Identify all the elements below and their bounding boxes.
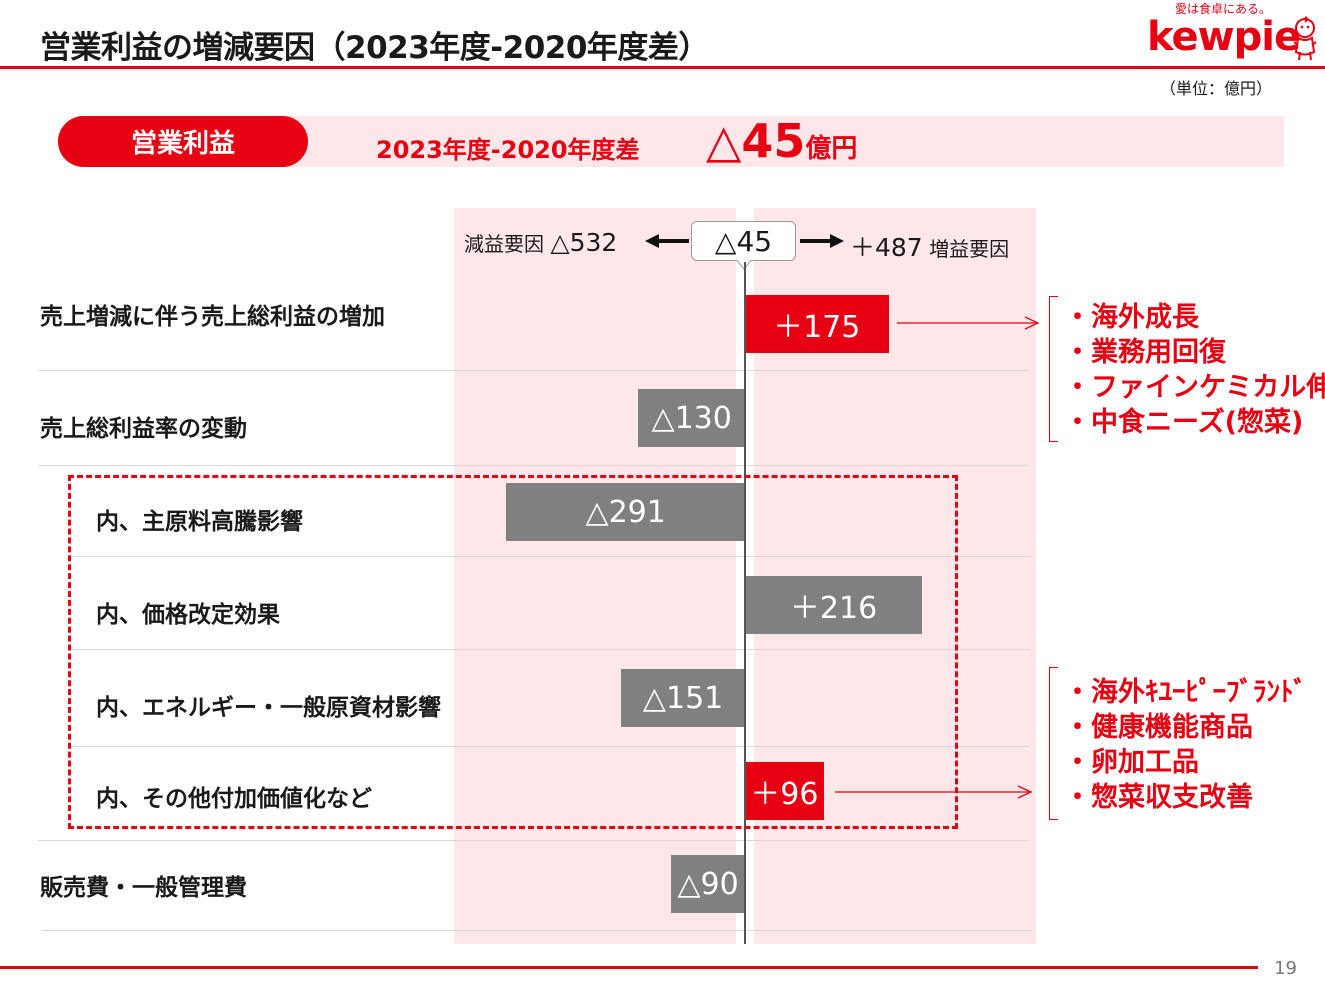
factor-list-bottom: ・海外ｷﾕｰﾋﾟｰﾌﾞﾗﾝﾄﾞ ・健康機能商品 ・卵加工品 ・惣菜収支改善 (1064, 675, 1307, 815)
negative-total-header: 減益要因 △532 (464, 228, 617, 257)
row-label-gross-profit-increase: 売上増減に伴う売上総利益の増加 (40, 304, 385, 330)
page-number: 19 (1274, 958, 1297, 979)
factor-item: ・ファインケミカル伸長 (1064, 372, 1325, 403)
pointer-arrow-bottom (835, 785, 1033, 799)
bar-positive: ＋96 (745, 762, 824, 820)
bar-negative: △90 (671, 855, 745, 913)
kewpie-logo: kewpie (1147, 14, 1301, 60)
arrow-right-icon (800, 234, 844, 248)
factor-item: ・惣菜収支改善 (1064, 782, 1253, 813)
factor-item: ・卵加工品 (1064, 747, 1199, 778)
factor-bracket-bottom (1049, 667, 1058, 820)
bar-negative: △130 (638, 389, 745, 447)
factor-item: ・健康機能商品 (1064, 712, 1253, 743)
bar-negative: △291 (506, 483, 745, 541)
negative-total: △532 (550, 228, 618, 257)
row-divider (38, 370, 1028, 371)
factor-item: ・業務用回復 (1064, 337, 1226, 368)
positive-label: 増益要因 (929, 237, 1010, 261)
row-divider (70, 649, 1030, 650)
summary-diff-unit: 億円 (805, 134, 858, 164)
row-divider (38, 465, 1028, 466)
arrow-left-icon (645, 234, 689, 248)
factor-bracket-top (1049, 296, 1058, 442)
title-rule (0, 66, 1325, 69)
row-divider (38, 840, 1028, 841)
factor-item: ・海外成長 (1064, 302, 1199, 333)
positive-total: ＋487 (850, 233, 923, 262)
bar-positive: ＋216 (745, 576, 923, 634)
row-label-value-added: 内、その他付加価値化など (96, 786, 372, 812)
kewpie-doll-icon (1293, 16, 1317, 61)
gross-margin-breakdown-box (68, 475, 958, 829)
factor-item: ・海外ｷﾕｰﾋﾟｰﾌﾞﾗﾝﾄﾞ (1064, 677, 1307, 708)
row-label-raw-material: 内、主原料高騰影響 (96, 509, 303, 535)
row-label-energy: 内、エネルギー・一般原資材影響 (96, 695, 441, 721)
summary-diff-value: △45億円 (706, 114, 857, 168)
row-divider (70, 746, 1030, 747)
footer-rule (0, 966, 1258, 969)
unit-note: （単位：億円） (1160, 79, 1273, 98)
row-divider (42, 930, 1032, 931)
pointer-arrow-top (897, 316, 1040, 330)
row-label-price-revision: 内、価格改定効果 (96, 602, 280, 628)
bar-negative: △151 (621, 669, 745, 727)
row-label-gross-margin-change: 売上総利益率の変動 (40, 416, 247, 442)
summary-diff-label: 2023年度-2020年度差 (376, 136, 640, 164)
factor-list-top: ・海外成長 ・業務用回復 ・ファインケミカル伸長 ・中食ニーズ(惣菜) (1064, 300, 1325, 440)
row-divider (70, 556, 1030, 557)
summary-diff-number: △45 (706, 114, 806, 168)
page-title: 営業利益の増減要因（2023年度-2020年度差） (40, 30, 709, 66)
logo-tagline: 愛は食卓にある。 (1175, 2, 1272, 16)
summary-pill: 営業利益 (58, 116, 308, 167)
factor-item: ・中食ニーズ(惣菜) (1064, 407, 1304, 438)
negative-label: 減益要因 (464, 232, 544, 256)
zero-axis (744, 262, 746, 944)
positive-total-header: ＋487 増益要因 (850, 228, 1009, 264)
bar-positive: ＋175 (745, 295, 889, 353)
row-label-sga: 販売費・一般管理費 (40, 875, 247, 901)
total-change-box: △45 (691, 221, 796, 261)
negative-column-bg (454, 208, 736, 944)
